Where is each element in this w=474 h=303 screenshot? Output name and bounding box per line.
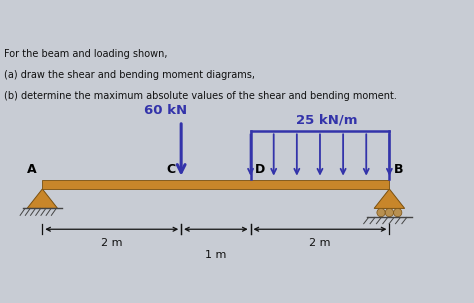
- Text: 1 m: 1 m: [205, 250, 227, 260]
- Text: (a) draw the shear and bending moment diagrams,: (a) draw the shear and bending moment di…: [4, 70, 255, 80]
- Text: For the beam and loading shown,: For the beam and loading shown,: [4, 49, 168, 59]
- Circle shape: [393, 208, 402, 217]
- Text: 25 kN/m: 25 kN/m: [296, 114, 358, 127]
- Text: C: C: [166, 163, 175, 176]
- Polygon shape: [27, 189, 58, 208]
- Bar: [42, 180, 389, 189]
- Text: 2 m: 2 m: [101, 238, 122, 248]
- Text: D: D: [255, 163, 265, 176]
- Text: 60 kN: 60 kN: [144, 104, 187, 117]
- Text: A: A: [27, 163, 37, 176]
- Polygon shape: [374, 189, 405, 208]
- Text: 2 m: 2 m: [309, 238, 331, 248]
- Circle shape: [385, 208, 393, 217]
- Text: B: B: [393, 163, 403, 176]
- Text: (b) determine the maximum absolute values of the shear and bending moment.: (b) determine the maximum absolute value…: [4, 91, 397, 101]
- Circle shape: [377, 208, 385, 217]
